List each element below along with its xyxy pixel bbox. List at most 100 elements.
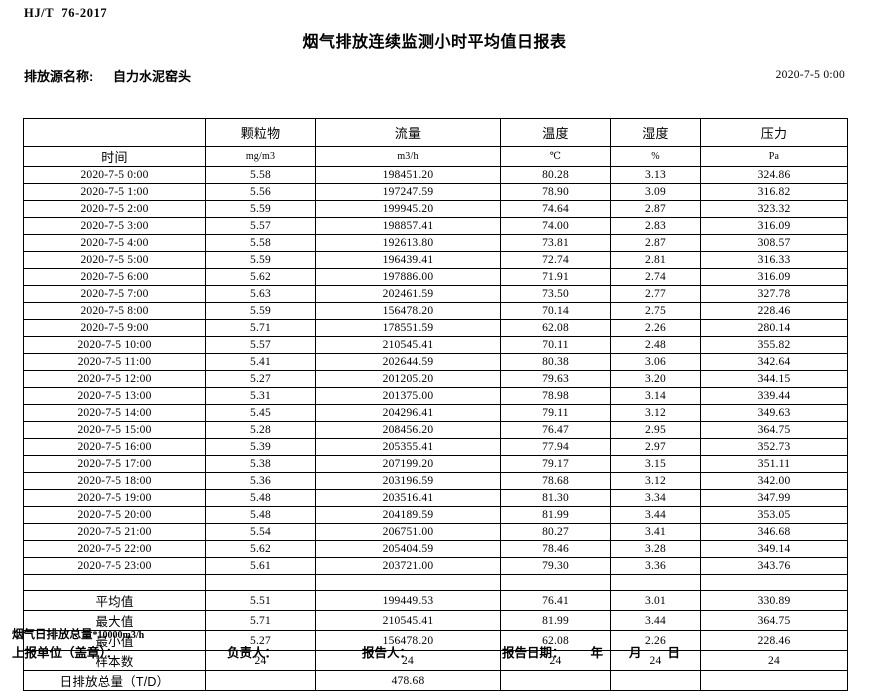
- cell-value: 5.54: [205, 523, 316, 541]
- header-row-names: 颗粒物 流量 温度 湿度 压力: [23, 118, 848, 147]
- cell-time: 2020-7-5 13:00: [23, 387, 206, 405]
- table-body: 颗粒物 流量 温度 湿度 压力 时间 mg/m3 m3/h ℃ % Pa 202…: [23, 118, 848, 691]
- hourly-average-table: 颗粒物 流量 温度 湿度 压力 时间 mg/m3 m3/h ℃ % Pa 202…: [23, 118, 848, 691]
- cell-value: 204189.59: [315, 506, 501, 524]
- cell-value: 347.99: [700, 489, 848, 507]
- spacer-cell: [700, 574, 848, 591]
- cell-value: 74.64: [500, 200, 611, 218]
- cell-value: 80.27: [500, 523, 611, 541]
- cell-value: 198451.20: [315, 166, 501, 184]
- cell-value: 316.82: [700, 183, 848, 201]
- cell-value: 5.39: [205, 438, 316, 456]
- cell-value: 2.95: [610, 421, 701, 439]
- spacer-cell: [610, 574, 701, 591]
- cell-value: 5.58: [205, 166, 316, 184]
- cell-value: 339.44: [700, 387, 848, 405]
- column-unit-flow: m3/h: [315, 146, 501, 167]
- cell-time: 2020-7-5 21:00: [23, 523, 206, 541]
- cell-value: 3.44: [610, 506, 701, 524]
- spacer-cell: [23, 574, 206, 591]
- column-header-flow: 流量: [315, 118, 501, 147]
- cell-value: 2.48: [610, 336, 701, 354]
- cell-value: 355.82: [700, 336, 848, 354]
- cell-value: 3.15: [610, 455, 701, 473]
- cell-value: 5.59: [205, 251, 316, 269]
- cell-value: 280.14: [700, 319, 848, 337]
- cell-value: 201205.20: [315, 370, 501, 388]
- header-corner-blank: [23, 118, 206, 147]
- cell-value: 3.13: [610, 166, 701, 184]
- column-header-pressure: 压力: [700, 118, 848, 147]
- cell-value: 196439.41: [315, 251, 501, 269]
- signoff-day-label: 日: [667, 646, 681, 660]
- table-row: 2020-7-5 19:00 5.48 203516.41 81.30 3.34 347.…: [23, 489, 848, 507]
- cell-value: 5.58: [205, 234, 316, 252]
- column-unit-humidity: %: [610, 146, 701, 167]
- table-row: 2020-7-5 8:00 5.59 156478.20 70.14 2.75 228.4…: [23, 302, 848, 320]
- signoff-row: 上报单位（盖章）： 负责人： 报告人： 报告日期： 年 月 日: [12, 642, 857, 661]
- column-unit-temperature: ℃: [500, 146, 611, 167]
- emission-source-value: 自力水泥窑头: [112, 69, 191, 84]
- cell-time: 2020-7-5 20:00: [23, 506, 206, 524]
- cell-value: 205355.41: [315, 438, 501, 456]
- cell-time: 2020-7-5 9:00: [23, 319, 206, 337]
- cell-value: 323.32: [700, 200, 848, 218]
- cell-daily-total-value: 478.68: [315, 670, 501, 691]
- cell-value: 5.71: [205, 319, 316, 337]
- cell-value: 192613.80: [315, 234, 501, 252]
- cell-value: 3.09: [610, 183, 701, 201]
- cell-value: 2.97: [610, 438, 701, 456]
- cell-value: 316.33: [700, 251, 848, 269]
- signoff-date-label: 报告日期：: [502, 646, 565, 660]
- cell-value: 2.77: [610, 285, 701, 303]
- cell-value: 2.83: [610, 217, 701, 235]
- table-row: 2020-7-5 9:00 5.71 178551.59 62.08 2.26 280.1…: [23, 319, 848, 337]
- signoff-unit-label: 上报单位（盖章）：: [12, 646, 119, 660]
- cell-value: 77.94: [500, 438, 611, 456]
- stat-row: 平均值 5.51 199449.53 76.41 3.01 330.89: [23, 590, 848, 611]
- page-title: 烟气排放连续监测小时平均值日报表: [302, 34, 567, 51]
- cell-time: 2020-7-5 19:00: [23, 489, 206, 507]
- cell-value: 364.75: [700, 421, 848, 439]
- cell-value: 5.31: [205, 387, 316, 405]
- cell-value: 71.91: [500, 268, 611, 286]
- cell-value: 178551.59: [315, 319, 501, 337]
- header-row-units: 时间 mg/m3 m3/h ℃ % Pa: [23, 146, 848, 167]
- cell-value: 349.14: [700, 540, 848, 558]
- spacer-cell: [205, 574, 316, 591]
- cell-value: 3.12: [610, 472, 701, 490]
- cell-value: 62.08: [500, 319, 611, 337]
- cell-value: 3.34: [610, 489, 701, 507]
- cell-stat-value: 364.75: [700, 610, 848, 631]
- cell-time: 2020-7-5 17:00: [23, 455, 206, 473]
- cell-time: 2020-7-5 8:00: [23, 302, 206, 320]
- cell-value: 342.00: [700, 472, 848, 490]
- cell-value: 3.28: [610, 540, 701, 558]
- cell-value: 205404.59: [315, 540, 501, 558]
- cell-value: 2.87: [610, 234, 701, 252]
- cell-value: 5.62: [205, 268, 316, 286]
- cell-value: 5.36: [205, 472, 316, 490]
- cell-value: 3.41: [610, 523, 701, 541]
- cell-daily-total-value: [205, 670, 316, 691]
- cell-value: 3.14: [610, 387, 701, 405]
- table-row: 2020-7-5 14:00 5.45 204296.41 79.11 3.12 349.…: [23, 404, 848, 422]
- signoff-month-label: 月: [629, 646, 642, 660]
- cell-value: 78.98: [500, 387, 611, 405]
- cell-time: 2020-7-5 4:00: [23, 234, 206, 252]
- cell-time: 2020-7-5 23:00: [23, 557, 206, 575]
- cell-value: 73.81: [500, 234, 611, 252]
- cell-value: 5.63: [205, 285, 316, 303]
- table-row: 2020-7-5 23:00 5.61 203721.00 79.30 3.36 343.…: [23, 557, 848, 575]
- cell-value: 80.28: [500, 166, 611, 184]
- cell-daily-total-value: [610, 670, 701, 691]
- report-datetime: 2020-7-5 0:00: [775, 69, 845, 81]
- cell-value: 5.61: [205, 557, 316, 575]
- cell-value: 5.48: [205, 506, 316, 524]
- table-row: 2020-7-5 11:00 5.41 202644.59 80.38 3.06 342.…: [23, 353, 848, 371]
- cell-value: 79.30: [500, 557, 611, 575]
- emission-source-row: 排放源名称: 自力水泥窑头: [24, 66, 191, 85]
- cell-value: 346.68: [700, 523, 848, 541]
- cell-daily-total-value: [500, 670, 611, 691]
- cell-value: 308.57: [700, 234, 848, 252]
